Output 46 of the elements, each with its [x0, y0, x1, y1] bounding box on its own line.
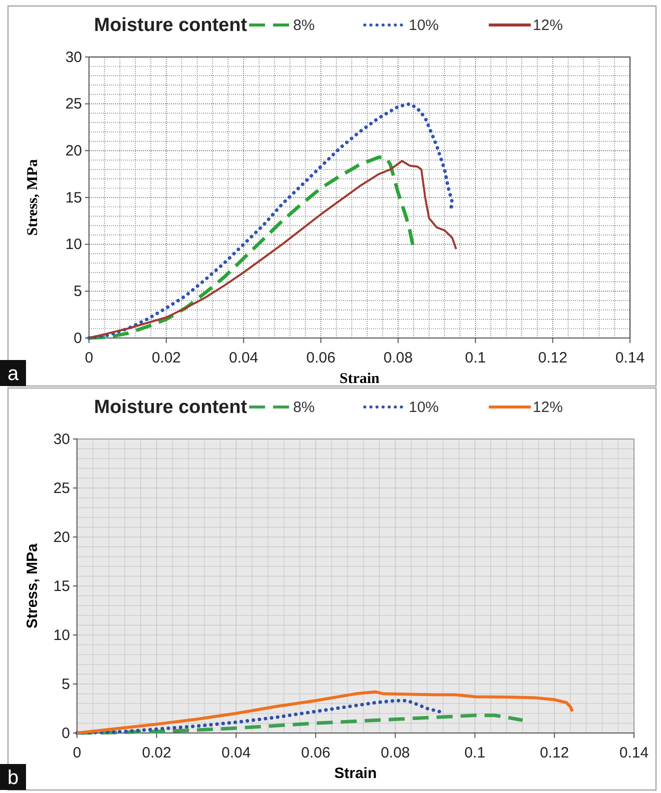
x-axis-title: Strain — [339, 371, 380, 387]
y-tick-label: 30 — [53, 430, 70, 448]
y-tick-label: 0 — [74, 330, 82, 347]
legend-label: 10% — [408, 399, 439, 416]
y-tick-label: 20 — [53, 528, 70, 546]
y-tick-label: 30 — [65, 48, 82, 66]
x-tick-label: 0.1 — [464, 744, 486, 762]
line-series — [87, 102, 454, 340]
x-tick-label: 0.06 — [306, 350, 336, 366]
legend-label: 10% — [408, 17, 439, 34]
legend-title: Moisture content — [94, 397, 248, 418]
x-tick-label: 0.06 — [301, 744, 330, 762]
y-tick-label: 10 — [65, 236, 82, 254]
x-axis-title: Strain — [334, 765, 377, 782]
y-tick-label: 25 — [53, 480, 70, 497]
y-tick-label: 10 — [53, 626, 70, 644]
x-tick-label: 0.14 — [615, 350, 645, 366]
x-tick-label: 0.04 — [228, 350, 258, 366]
text: b — [7, 767, 19, 789]
y-tick-label: 25 — [65, 96, 82, 113]
line-series — [75, 714, 524, 735]
x-tick-label: 0.12 — [538, 350, 568, 366]
x-tick-label: 0.1 — [465, 350, 486, 366]
legend-label: 12% — [532, 17, 563, 34]
legend-label: 8% — [293, 17, 315, 34]
x-tick-label: 0.02 — [142, 744, 172, 762]
x-tick-label: 0 — [84, 350, 94, 366]
y-tick-label: 15 — [65, 189, 82, 206]
y-tick-label: 0 — [62, 724, 70, 742]
legend-label: 12% — [532, 399, 563, 416]
text: a — [7, 363, 20, 385]
legend-title: Moisture content — [94, 15, 248, 36]
y-tick-label: 15 — [53, 578, 70, 595]
y-tick-label: 20 — [65, 142, 82, 160]
x-tick-label: 0.14 — [619, 744, 649, 762]
y-tick-label: 5 — [62, 676, 70, 693]
line-series — [76, 690, 574, 734]
legend-label: 8% — [293, 399, 315, 416]
x-tick-label: 0.04 — [222, 744, 251, 762]
x-tick-label: 0.08 — [384, 350, 413, 366]
x-tick-label: 0.08 — [380, 744, 410, 762]
y-axis-title: Stress, MPa — [24, 542, 41, 629]
x-tick-label: 0.02 — [152, 350, 181, 366]
y-tick-label: 5 — [74, 282, 82, 300]
x-tick-label: 0.12 — [540, 744, 570, 762]
y-axis-title: Stress, MPa — [25, 158, 41, 236]
